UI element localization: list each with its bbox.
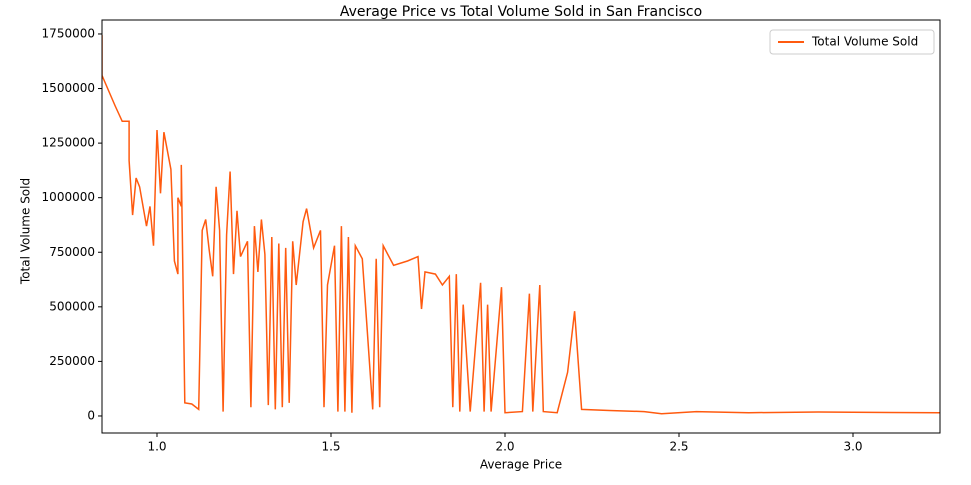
y-tick-label: 500000 bbox=[49, 299, 95, 313]
y-tick-label: 250000 bbox=[49, 354, 95, 368]
chart-title: Average Price vs Total Volume Sold in Sa… bbox=[340, 4, 702, 20]
y-axis-label: Total Volume Sold bbox=[19, 178, 33, 285]
x-axis-label: Average Price bbox=[480, 458, 562, 472]
x-tick-label: 1.0 bbox=[147, 440, 166, 454]
plot-frame bbox=[101, 19, 941, 434]
x-tick-label: 1.5 bbox=[321, 440, 340, 454]
x-tick-label: 2.0 bbox=[495, 440, 514, 454]
x-tick-label: 2.5 bbox=[669, 440, 688, 454]
y-tick-label: 1250000 bbox=[42, 136, 95, 150]
legend-box bbox=[769, 29, 935, 55]
y-tick-label: 0 bbox=[87, 408, 95, 422]
y-tick-label: 1000000 bbox=[42, 190, 95, 204]
y-tick-label: 1750000 bbox=[42, 26, 95, 40]
legend-label: Total Volume Sold bbox=[811, 35, 918, 49]
x-tick-label: 3.0 bbox=[843, 440, 862, 454]
y-tick-label: 1500000 bbox=[42, 81, 95, 95]
y-tick-label: 750000 bbox=[49, 245, 95, 259]
series-line bbox=[102, 35, 940, 415]
